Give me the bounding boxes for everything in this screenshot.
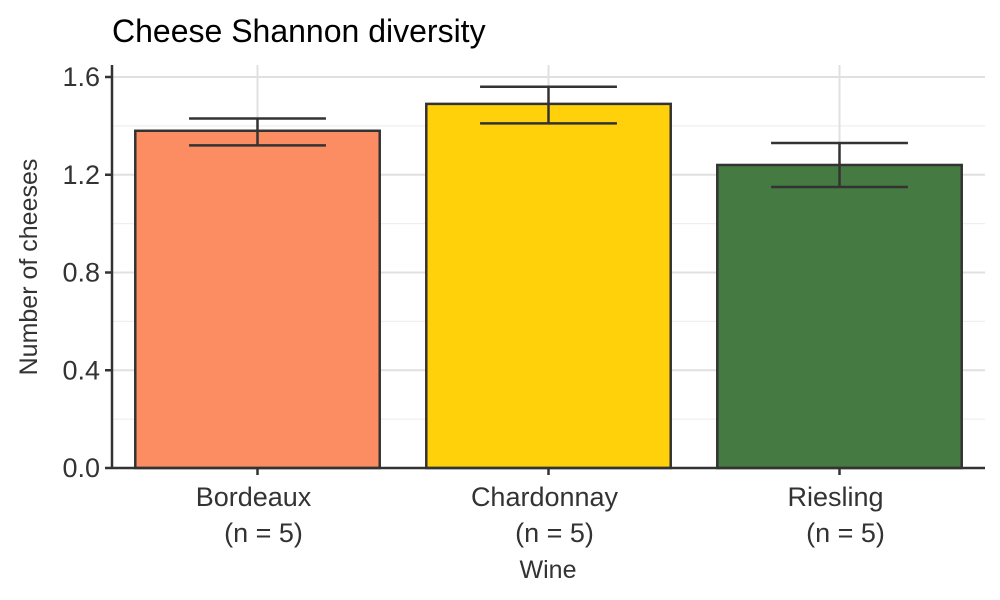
x-tick-label: Riesling [787, 482, 883, 512]
bar-chardonnay [425, 102, 672, 470]
error-bars [189, 85, 908, 189]
x-tick-labels: Bordeaux (n = 5) Chardonnay (n = 5) Riesling… [196, 482, 885, 548]
error-bar-bordeaux [189, 117, 326, 147]
y-tick-label: 0.4 [62, 355, 100, 385]
x-tick-sublabel: (n = 5) [515, 518, 594, 548]
bar-riesling [716, 163, 963, 470]
error-bar-chardonnay [480, 85, 617, 125]
x-tick-sublabel: (n = 5) [806, 518, 885, 548]
x-axis-title: Wine [520, 556, 577, 584]
chart-title: Cheese Shannon diversity [112, 13, 486, 49]
y-tick-label: 1.6 [62, 62, 100, 92]
y-axis-title: Number of cheeses [15, 159, 43, 376]
y-tick-label: 0.0 [62, 453, 100, 483]
error-bar-riesling [771, 141, 908, 189]
bar-bordeaux [134, 129, 381, 470]
y-tick-label: 1.2 [62, 160, 100, 190]
axes [105, 65, 985, 475]
x-tick-label: Bordeaux [196, 482, 312, 512]
bars [134, 102, 963, 470]
y-tick-labels: 0.0 0.4 0.8 1.2 1.6 [62, 62, 100, 483]
x-tick-sublabel: (n = 5) [224, 518, 303, 548]
x-tick-label: Chardonnay [471, 482, 619, 512]
y-tick-label: 0.8 [62, 258, 100, 288]
